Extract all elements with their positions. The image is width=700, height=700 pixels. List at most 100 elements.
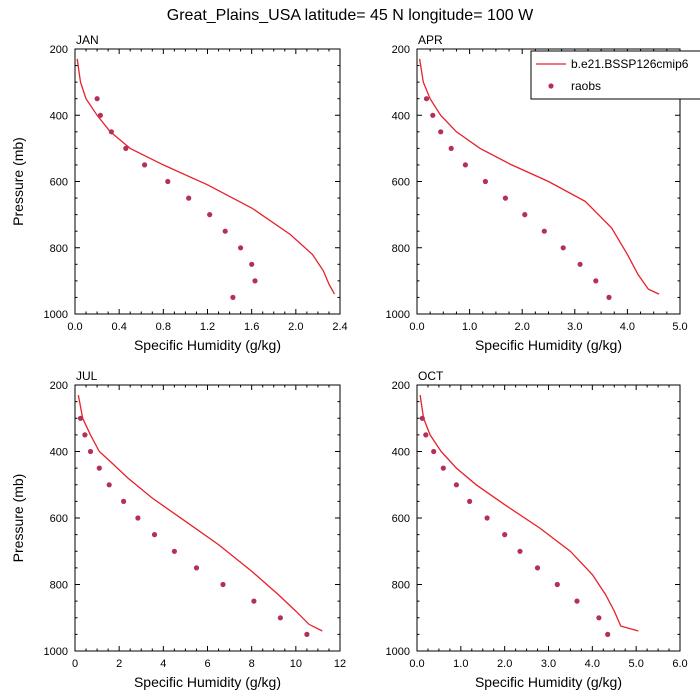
x-tick-label: 4.0 — [620, 321, 635, 333]
x-axis-title: Specific Humidity (g/kg) — [134, 337, 281, 353]
raobs-point — [596, 615, 602, 621]
panel-label: OCT — [418, 369, 444, 383]
raobs-point — [151, 532, 158, 538]
raobs-point — [135, 515, 141, 521]
raobs-point — [230, 294, 236, 300]
y-tick-label: 1000 — [44, 309, 68, 321]
x-tick-label: 0.4 — [112, 321, 127, 333]
y-tick-label: 600 — [392, 177, 410, 189]
plot-frame — [74, 48, 341, 315]
y-tick-label: 1000 — [44, 646, 68, 658]
plot-frame — [416, 384, 681, 652]
y-tick-label: 200 — [50, 44, 68, 56]
x-axis-title: Specific Humidity (g/kg) — [475, 337, 622, 353]
raobs-point — [87, 448, 94, 455]
x-tick-label: 3.0 — [541, 658, 556, 670]
raobs-point — [484, 515, 490, 521]
panel-jul: JUL 0 2 4 6 8 10 12 200 400 600 800 1000 Specific Hum… — [10, 369, 346, 690]
raobs-point — [165, 178, 171, 185]
raobs-point — [502, 195, 508, 201]
x-tick-label: 2.0 — [515, 321, 530, 333]
x-tick-label: 8 — [249, 658, 255, 670]
legend-model-label: b.e21.BSSP126cmip6 — [571, 57, 689, 71]
raobs-point — [249, 261, 255, 267]
y-tick-label: 800 — [50, 580, 68, 592]
panel-oct: OCT 0.0 1.0 2.0 3.0 4.0 5.0 6.0 200 400 600 800 1000… — [386, 369, 688, 690]
raobs-point — [467, 498, 473, 504]
x-tick-label: 5.0 — [672, 321, 687, 333]
x-tick-label: 0.0 — [409, 321, 424, 333]
panel-label: JUL — [76, 369, 98, 383]
x-tick-label: 1.0 — [453, 658, 468, 670]
raobs-point — [304, 631, 310, 638]
raobs-point — [123, 145, 129, 151]
model-line — [418, 58, 660, 295]
x-tick-label: 0.0 — [67, 321, 82, 333]
x-tick-label: 1.2 — [200, 321, 215, 333]
model-line — [419, 394, 639, 632]
y-tick-label: 800 — [392, 243, 410, 255]
raobs-point — [171, 548, 177, 554]
panel-label: APR — [418, 33, 443, 47]
raobs-point — [277, 615, 283, 621]
raobs-point — [220, 581, 226, 588]
chart-title: Great_Plains_USA latitude= 45 N longitud… — [167, 7, 534, 24]
y-tick-label: 400 — [50, 110, 68, 122]
y-tick-label: 200 — [392, 380, 410, 392]
x-tick-label: 10 — [290, 658, 302, 670]
x-tick-label: 6 — [204, 658, 210, 670]
raobs-point — [606, 294, 612, 300]
panel-label: JAN — [76, 33, 99, 47]
raobs-point — [207, 212, 213, 218]
raobs-point — [453, 482, 459, 488]
raobs-point — [77, 415, 84, 421]
raobs-point — [419, 415, 425, 421]
raobs-point — [106, 482, 112, 488]
raobs-point — [560, 245, 566, 251]
y-tick-label: 200 — [392, 44, 410, 56]
raobs-point — [462, 162, 468, 168]
x-tick-label: 3.0 — [567, 321, 582, 333]
raobs-point — [97, 112, 103, 118]
x-tick-label: 2 — [116, 658, 122, 670]
legend: b.e21.BSSP126cmip6 raobs — [530, 50, 700, 100]
model-line — [77, 394, 323, 632]
raobs-point — [554, 581, 560, 588]
y-tick-label: 400 — [392, 110, 410, 122]
y-axis-title: Pressure (mb) — [10, 137, 26, 226]
raobs-point — [423, 96, 430, 102]
x-tick-label: 2.0 — [288, 321, 303, 333]
raobs-point — [517, 548, 523, 554]
raobs-point — [534, 565, 541, 571]
raobs-point — [222, 228, 228, 234]
raobs-point — [121, 498, 127, 504]
y-tick-label: 800 — [392, 580, 410, 592]
raobs-point — [502, 532, 508, 538]
raobs-point — [482, 178, 488, 185]
x-tick-label: 2.0 — [497, 658, 512, 670]
raobs-point — [238, 245, 244, 251]
x-tick-label: 0 — [72, 658, 78, 670]
y-tick-label: 400 — [50, 447, 68, 459]
raobs-point — [423, 432, 429, 438]
raobs-point — [94, 96, 100, 102]
raobs-point — [142, 162, 148, 168]
model-line — [76, 58, 336, 295]
raobs-point — [251, 598, 257, 604]
x-tick-label: 6.0 — [672, 658, 687, 670]
raobs-point — [541, 228, 547, 234]
x-axis-title: Specific Humidity (g/kg) — [475, 674, 622, 690]
x-tick-label: 4.0 — [585, 658, 600, 670]
raobs-point — [438, 129, 444, 135]
x-axis-title: Specific Humidity (g/kg) — [134, 674, 281, 690]
y-tick-label: 600 — [50, 177, 68, 189]
y-tick-label: 200 — [50, 380, 68, 392]
raobs-point — [522, 212, 528, 218]
raobs-point — [193, 565, 200, 571]
panel-apr: APR 0.0 1.0 2.0 3.0 4.0 5.0 200 400 600 800 1000 Spe… — [386, 33, 688, 353]
x-tick-label: 0.0 — [409, 658, 424, 670]
x-tick-label: 12 — [334, 658, 346, 670]
y-axis-title: Pressure (mb) — [10, 474, 26, 563]
raobs-point — [577, 261, 583, 267]
